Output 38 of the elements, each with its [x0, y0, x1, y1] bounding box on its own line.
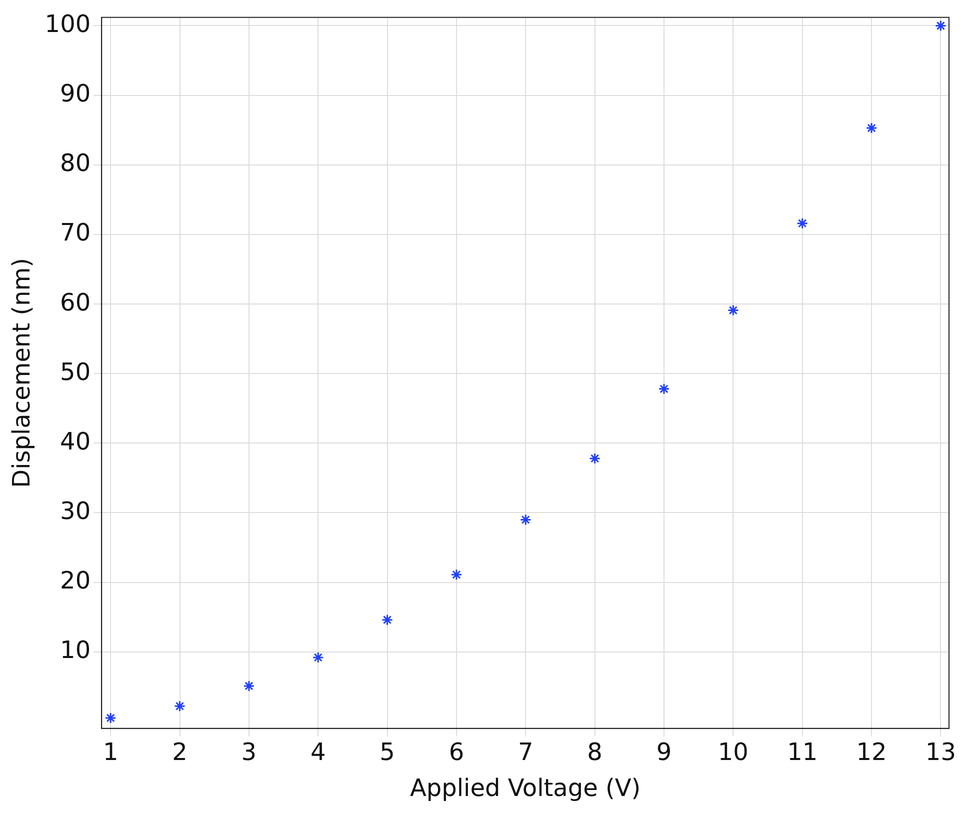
y-tick-label: 90: [60, 80, 91, 108]
point: [796, 218, 808, 230]
y-tick-label: 50: [60, 358, 91, 386]
x-tick-label: 4: [310, 738, 326, 766]
x-tick-label: 7: [518, 738, 534, 766]
x-tick-label: 10: [718, 738, 748, 766]
y-tick-label: 100: [44, 10, 91, 38]
x-tick-label: 9: [656, 738, 672, 766]
x-tick-label: 6: [448, 738, 464, 766]
point: [104, 712, 116, 724]
x-tick-label: 3: [241, 738, 257, 766]
point: [658, 383, 670, 395]
point: [312, 652, 324, 664]
x-tick-label: 1: [102, 738, 118, 766]
y-tick-label: 20: [60, 566, 91, 595]
point: [727, 304, 739, 316]
point: [934, 20, 946, 32]
y-tick-label: 10: [60, 636, 91, 664]
point: [174, 700, 186, 712]
y-axis-title: Displacement (nm): [8, 258, 36, 488]
y-tick-label: 40: [60, 427, 91, 456]
y-tick-label: 60: [60, 288, 91, 316]
x-tick-label: 13: [925, 738, 956, 766]
x-tick-label: 8: [587, 738, 602, 766]
x-tick-label: 12: [856, 738, 887, 766]
point: [520, 514, 532, 526]
point: [243, 680, 255, 692]
x-tick-label: 11: [787, 738, 818, 766]
x-axis-title: Applied Voltage (V): [410, 774, 641, 802]
y-tick-label: 70: [60, 218, 91, 247]
point: [866, 122, 878, 134]
point: [589, 452, 601, 464]
point: [382, 614, 394, 626]
y-tick-label: 30: [60, 496, 91, 525]
x-tick-label: 2: [172, 738, 188, 766]
point: [450, 568, 462, 580]
y-tick-label: 80: [60, 149, 91, 178]
x-tick-label: 5: [380, 738, 395, 766]
